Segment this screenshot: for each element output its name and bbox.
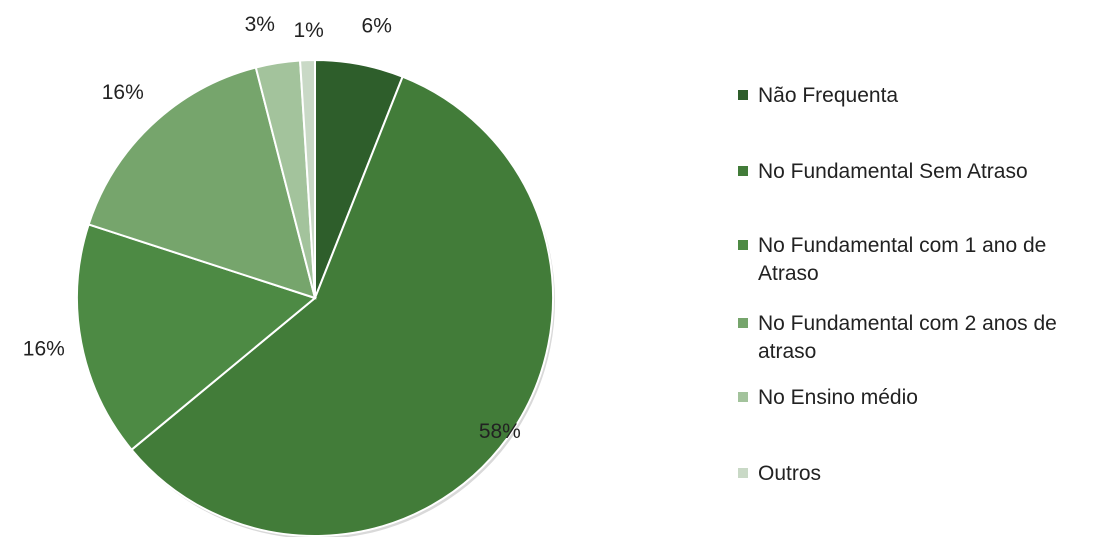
- legend-swatch-fundamental-sem-atraso: [738, 166, 748, 176]
- pie-data-label-2: 16%: [23, 337, 65, 360]
- pie-slice-5: [298, 58, 316, 299]
- legend-item-fundamental-1-ano: No Fundamental com 1 ano de Atraso: [738, 232, 1088, 288]
- legend-item-fundamental-2-anos: No Fundamental com 2 anos de atraso: [738, 310, 1098, 366]
- legend-label-fundamental-2-anos: No Fundamental com 2 anos de atraso: [758, 312, 1057, 363]
- legend-item-ensino-medio: No Ensino médio: [738, 384, 1098, 412]
- legend-swatch-nao-frequenta: [738, 90, 748, 100]
- pie-data-label-3: 16%: [102, 81, 144, 104]
- pie-slice-3: [87, 66, 317, 300]
- legend-swatch-outros: [738, 468, 748, 478]
- legend-swatch-fundamental-2-anos: [738, 318, 748, 328]
- legend-item-fundamental-sem-atraso: No Fundamental Sem Atraso: [738, 158, 1098, 186]
- legend-label-outros: Outros: [758, 462, 822, 485]
- legend-item-outros: Outros: [738, 460, 1098, 488]
- legend-label-ensino-medio: No Ensino médio: [758, 386, 918, 409]
- legend-label-fundamental-sem-atraso: No Fundamental Sem Atraso: [758, 160, 1028, 183]
- legend-label-fundamental-1-ano: No Fundamental com 1 ano de Atraso: [758, 234, 1047, 285]
- legend-swatch-ensino-medio: [738, 392, 748, 402]
- legend-item-nao-frequenta: Não Frequenta: [738, 82, 1098, 110]
- pie-data-label-4: 3%: [245, 13, 275, 36]
- legend-label-nao-frequenta: Não Frequenta: [758, 84, 899, 107]
- pie-slice-2: [76, 223, 318, 452]
- pie-data-label-5: 1%: [293, 19, 323, 42]
- pie-chart: 6% 58% 16% 16% 3% 1%: [23, 13, 555, 537]
- pie-slice-1: [130, 75, 554, 537]
- pie-data-label-0: 6%: [362, 14, 392, 37]
- pie-data-label-1: 58%: [479, 420, 521, 443]
- legend-swatch-fundamental-1-ano: [738, 240, 748, 250]
